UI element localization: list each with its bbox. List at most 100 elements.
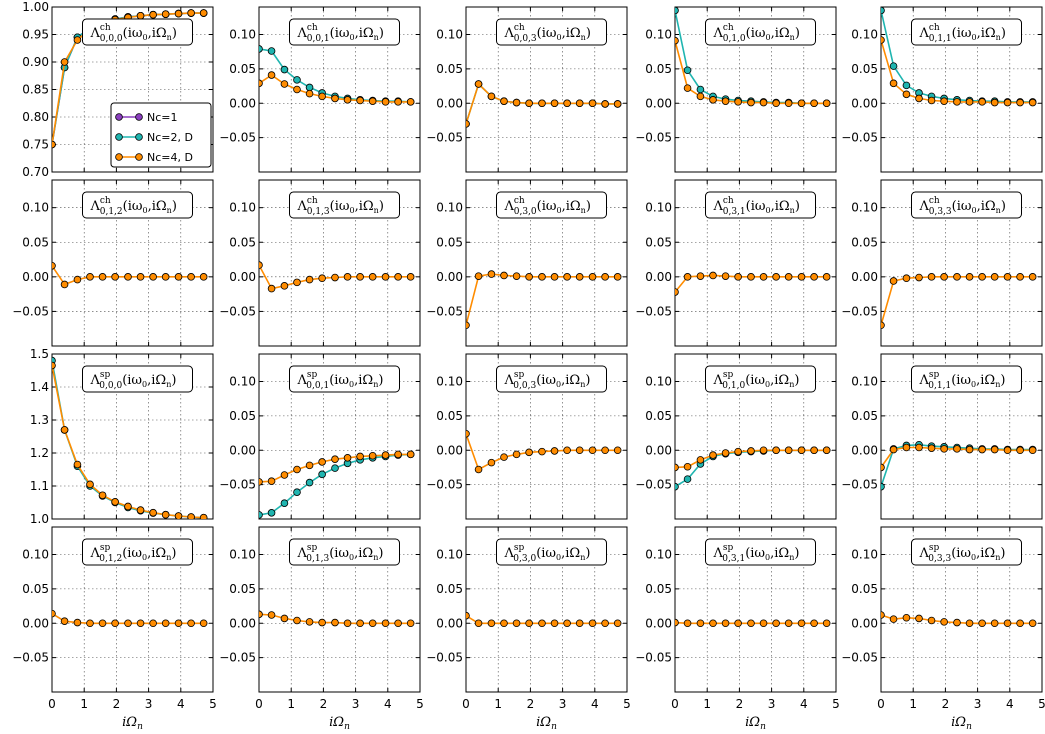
data-point <box>124 502 132 511</box>
data-point <box>797 273 806 281</box>
data-point <box>60 617 69 625</box>
data-point <box>381 619 390 628</box>
data-point <box>174 619 183 628</box>
data-point <box>280 282 289 290</box>
x-tick-label: 4 <box>800 697 808 711</box>
data-point <box>305 618 314 626</box>
y-tick-label: 0.10 <box>851 375 878 389</box>
subplot-sp-0-3-1: −0.05 0.00 0.05 0.10 0 1 2 3 4 5 iΩn Λsp 0,3,1(iω0,i… <box>635 526 840 732</box>
data-point <box>111 498 119 506</box>
data-point <box>953 273 961 281</box>
data-point <box>305 89 314 98</box>
data-point <box>772 99 780 108</box>
data-point <box>1003 619 1012 628</box>
data-point <box>881 36 885 44</box>
data-point <box>881 611 885 619</box>
y-tick-label: −0.05 <box>841 651 878 665</box>
data-point <box>60 280 69 289</box>
data-point <box>259 45 263 53</box>
data-point <box>318 458 326 466</box>
y-tick-label: 0.10 <box>851 201 878 215</box>
data-point <box>563 446 571 455</box>
data-point <box>822 446 831 455</box>
data-point <box>318 618 326 627</box>
data-point <box>613 619 622 628</box>
title-box <box>289 18 400 46</box>
data-point <box>343 273 352 281</box>
legend-marker <box>115 153 123 161</box>
data-point <box>356 619 364 628</box>
data-point <box>675 36 679 45</box>
y-tick-label: 0.00 <box>436 96 463 110</box>
data-point <box>1028 98 1037 107</box>
data-point <box>267 284 276 293</box>
data-point <box>696 456 705 464</box>
data-point <box>696 85 705 94</box>
y-tick-label: 0.05 <box>436 582 463 596</box>
subplot-title: Λsp 0,3,0(iω0,iΩn) <box>504 543 591 564</box>
data-point <box>810 619 818 628</box>
y-tick-label: −0.05 <box>426 651 463 665</box>
data-point <box>318 274 326 283</box>
y-tick-label: 0.10 <box>851 28 878 42</box>
y-tick-label: −0.05 <box>841 131 878 145</box>
y-tick-label: 0.00 <box>645 443 672 457</box>
y-tick-label: 0.85 <box>22 83 49 97</box>
subplot-title: Λch 0,3,0(iω0,iΩn) <box>504 196 591 217</box>
y-tick-label: 0.10 <box>645 201 672 215</box>
data-point <box>293 278 301 287</box>
y-tick-label: 1.5 <box>30 347 49 361</box>
subplot-title: Λsp 0,3,3(iω0,iΩn) <box>919 543 1006 564</box>
data-point <box>940 445 948 453</box>
data-point <box>487 92 496 101</box>
series-group <box>52 356 208 519</box>
data-point <box>902 443 911 452</box>
data-point <box>575 446 584 455</box>
data-point <box>709 96 717 104</box>
data-point <box>293 85 301 94</box>
data-point <box>136 619 145 628</box>
data-point <box>696 619 705 628</box>
y-tick-label: 0.05 <box>229 409 256 423</box>
y-tick-label: 0.05 <box>851 582 878 596</box>
data-point <box>1003 98 1012 107</box>
y-tick-label: −0.05 <box>12 304 49 318</box>
title-box <box>82 18 193 46</box>
data-point <box>759 446 768 455</box>
data-point <box>52 361 56 370</box>
y-tick-label: 0.95 <box>22 28 49 42</box>
y-tick-label: 1.3 <box>30 413 49 427</box>
data-point <box>474 619 483 628</box>
data-point <box>474 465 483 474</box>
data-point <box>563 99 571 108</box>
data-point <box>538 99 546 108</box>
x-tick-label: 1 <box>494 697 502 711</box>
data-point <box>696 92 705 101</box>
x-tick-label: 2 <box>942 697 950 711</box>
data-point <box>810 273 818 281</box>
data-point <box>550 273 559 281</box>
y-tick-label: −0.05 <box>219 478 256 492</box>
data-point <box>550 447 559 455</box>
data-point <box>601 446 609 455</box>
data-point <box>784 99 793 108</box>
data-point <box>1016 273 1024 281</box>
data-point <box>512 98 521 107</box>
data-point <box>927 444 936 452</box>
data-point <box>466 429 470 438</box>
data-point <box>305 478 314 487</box>
data-point <box>784 446 793 455</box>
data-point <box>267 509 276 517</box>
title-box <box>82 538 193 566</box>
subplot-title: Λsp 0,0,0(iω0,iΩn) <box>90 370 177 391</box>
y-tick-label: −0.05 <box>635 478 672 492</box>
legend-label: Nc=4, D <box>147 151 193 164</box>
y-tick-label: 0.00 <box>645 270 672 284</box>
series-group <box>675 446 831 491</box>
data-point <box>368 97 377 105</box>
y-tick-label: 0.05 <box>229 582 256 596</box>
data-point <box>575 99 584 108</box>
y-tick-label: −0.05 <box>219 304 256 318</box>
y-tick-label: 0.00 <box>851 616 878 630</box>
